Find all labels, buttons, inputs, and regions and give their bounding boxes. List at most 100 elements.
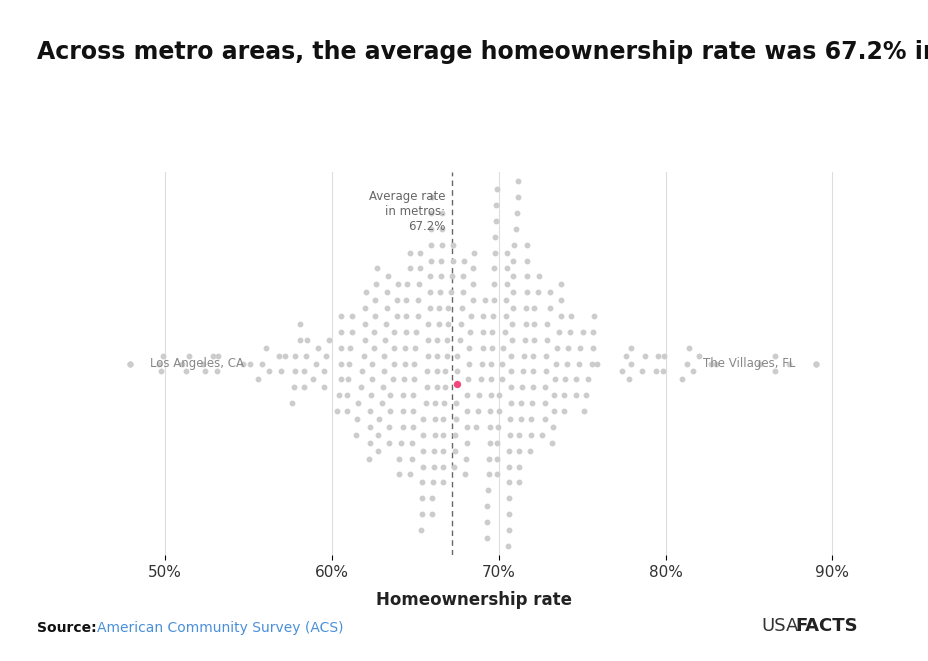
Point [205,350,220,361]
Point [516,350,531,361]
Point [361,453,376,464]
Point [419,382,434,393]
Point [458,453,472,464]
Point [496,327,511,337]
Point [486,247,501,258]
Point [414,493,429,504]
Point [414,509,429,520]
Point [488,200,503,210]
Point [286,382,301,393]
Point [483,374,497,385]
Point [501,461,516,472]
Point [475,327,490,337]
Point [367,327,381,337]
Point [618,350,633,361]
Point [479,501,494,512]
Point [174,358,189,369]
Point [381,422,396,432]
Point [420,334,435,345]
Point [433,255,448,266]
Point [418,398,432,408]
Point [518,319,533,329]
Point [454,303,469,313]
Point [296,366,311,377]
Point [375,382,390,393]
Point [333,311,348,321]
Point [406,358,420,369]
Point [483,406,497,416]
Point [122,358,137,369]
Point [277,350,292,361]
Point [459,390,474,401]
Point [431,319,445,329]
Point [471,390,486,401]
Point [284,398,299,408]
Point [501,477,516,488]
Point [424,509,439,520]
Point [584,358,599,369]
Point [544,438,559,448]
Point [488,184,503,194]
Point [376,366,391,377]
Text: Average rate
in metros:
67.2%: Average rate in metros: 67.2% [368,190,445,233]
Point [397,358,412,369]
Point [449,379,464,389]
X-axis label: Homeownership rate: Homeownership rate [376,591,571,609]
Point [370,446,385,456]
Point [650,350,664,361]
Point [435,430,450,440]
Point [511,430,526,440]
Point [376,350,391,361]
Point [397,342,412,353]
Point [410,311,425,321]
Point [408,327,423,337]
Point [210,366,225,377]
Point [623,358,638,369]
Point [432,303,446,313]
Point [481,453,496,464]
Text: Los Angeles, CA: Los Angeles, CA [150,357,244,370]
Point [424,493,439,504]
Point [370,430,385,440]
Point [407,342,422,353]
Point [523,430,538,440]
Point [349,414,364,424]
Point [151,358,166,369]
Point [447,430,462,440]
Point [557,374,572,385]
Point [381,438,396,448]
Point [434,208,449,218]
Point [546,406,561,416]
Point [621,374,636,385]
Point [505,271,520,282]
Point [474,358,489,369]
Point [435,461,450,472]
Point [518,303,533,313]
Point [807,358,822,369]
Point [634,366,649,377]
Point [708,358,723,369]
Point [531,271,546,282]
Point [538,350,553,361]
Point [524,398,539,408]
Point [379,303,393,313]
Point [251,374,265,385]
Point [656,350,671,361]
Point [242,358,257,369]
Point [402,247,417,258]
Point [339,406,354,416]
Point [452,334,467,345]
Point [422,287,437,297]
Point [420,319,435,329]
Point [448,398,463,408]
Point [523,414,538,424]
Point [422,271,437,282]
Point [498,295,513,305]
Point [399,279,414,290]
Point [436,398,451,408]
Point [539,319,554,329]
Point [430,334,445,345]
Point [524,382,539,393]
Point [537,382,552,393]
Point [366,342,380,353]
